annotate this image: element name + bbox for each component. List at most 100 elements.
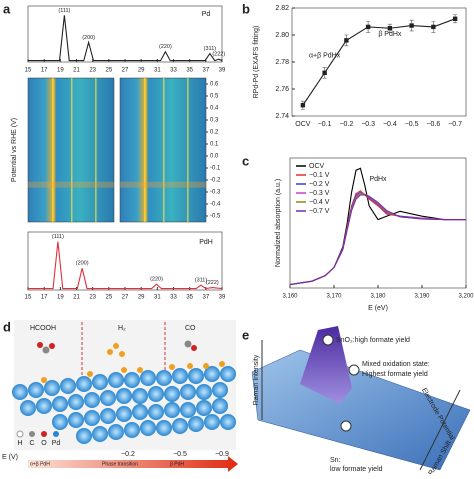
panel-label: d	[3, 319, 11, 334]
x-tick-label: −0.3	[361, 121, 375, 128]
x-tick-label: −0.2	[339, 121, 353, 128]
plot-frame	[27, 231, 223, 291]
raman-peak	[300, 326, 352, 404]
pd-lattice	[12, 366, 236, 444]
annotation: (111)	[58, 8, 70, 14]
potential-label: −0.9	[215, 451, 229, 458]
panel-label: a	[3, 1, 11, 16]
heatmap-stripe	[71, 78, 73, 222]
annotation: low formate yield	[330, 466, 383, 473]
point	[365, 24, 371, 30]
series-line	[302, 18, 456, 106]
x-tick-label: 25	[105, 295, 112, 301]
x-tick-label: −0.7	[448, 121, 462, 128]
annotation: (222)	[206, 280, 219, 286]
legend-label: H	[17, 440, 22, 447]
x-tick-label: 21	[73, 295, 80, 301]
axis-arrow	[419, 389, 461, 471]
potential-label: −0.2	[121, 451, 135, 458]
y-tick-label: -0.5	[210, 214, 221, 220]
atom-legend	[16, 430, 59, 438]
y-tick-label: 2.78	[275, 59, 289, 66]
x-tick-label: 3,200	[458, 294, 474, 300]
y-tick-label: 0.5	[210, 94, 219, 100]
y-axis-label: Potential vs RHE (V)	[11, 118, 18, 182]
x-tick-label: 19	[57, 295, 64, 301]
x-tick-label: 27	[122, 295, 129, 301]
potential-label: −0.5	[173, 451, 187, 458]
annotation: α+β PdHx	[309, 52, 341, 59]
x-tick-label: −0.1	[318, 121, 332, 128]
panel-d: H C O Pd HCOOH H₂ CO E (V) −0.2 −0.5 −0.…	[2, 320, 238, 472]
legend-label: −0.7 V	[309, 208, 330, 215]
chart-title: Pd	[202, 11, 211, 18]
y-axis-label: RPd-Pd (EXAFS fitting)	[253, 26, 260, 99]
y-tick-label: 2.76	[275, 86, 289, 93]
chart-title: PdH	[199, 239, 213, 246]
point	[452, 16, 458, 21]
x-tick-label: 3,170	[326, 294, 342, 300]
annotation: PdHx	[369, 176, 387, 183]
x-tick-label: 15	[25, 295, 32, 301]
panel-e: Raman Intensity SnO₂:high formate yield …	[251, 326, 471, 477]
legend-label: Pd	[52, 440, 61, 447]
y-tick-label: -0.4	[210, 202, 221, 208]
x-tick-label: 23	[89, 295, 96, 301]
y-tick-label: 0.1	[210, 142, 219, 148]
x-tick-label: 17	[41, 295, 48, 301]
annotation: Mixed oxidation state:	[362, 361, 430, 368]
x-tick-label: 29	[138, 68, 145, 74]
legend-label: −0.2 V	[309, 181, 330, 188]
y-tick-label: 0.0	[210, 154, 219, 160]
point	[387, 26, 393, 31]
x-tick-label: 27	[122, 68, 129, 74]
y-tick-label: -0.1	[210, 166, 221, 172]
annotation: (222)	[212, 52, 225, 58]
annotation: Highest formate yield	[362, 371, 428, 378]
marker	[348, 364, 360, 376]
x-tick-label: 3,180	[370, 294, 386, 300]
x-tick-label: 23	[89, 68, 96, 74]
adsorbate	[41, 361, 225, 383]
panel-label: b	[242, 1, 250, 16]
x-tick-label: 21	[73, 68, 80, 74]
heatmap-stripe	[144, 78, 146, 222]
x-tick-label: 35	[186, 68, 193, 74]
x-tick-label: −0.5	[405, 121, 419, 128]
point	[300, 103, 306, 108]
state-label: β PdH	[170, 461, 184, 467]
heatmap-stripe	[187, 78, 189, 222]
x-tick-label: 35	[186, 295, 193, 301]
heatmap-band	[28, 181, 114, 188]
legend-label: O	[41, 440, 47, 447]
legend-label: OCV	[309, 163, 325, 170]
y-tick-label: 2.82	[275, 5, 289, 12]
phase-label: CO	[185, 325, 196, 332]
x-tick-label: OCV	[295, 121, 311, 128]
marker	[322, 334, 334, 346]
annotation: (200)	[82, 35, 95, 41]
point	[409, 23, 414, 28]
y-tick-label: 0.3	[210, 118, 219, 124]
legend-label: −0.1 V	[309, 172, 330, 179]
x-tick-label: 31	[154, 295, 161, 301]
point	[431, 24, 436, 30]
x-tick-label: 33	[170, 68, 177, 74]
x-tick-label: 39	[219, 68, 226, 74]
y-tick-label: 0.4	[210, 106, 219, 112]
x-axis-label: E (eV)	[368, 305, 388, 312]
y-tick-label: 0.2	[210, 130, 219, 136]
annotation: SnO₂:high formate yield	[336, 337, 410, 344]
annotation: Sn:	[330, 457, 341, 464]
state-label: Phase transition	[102, 461, 138, 467]
x-tick-label: −0.6	[426, 121, 440, 128]
x-tick-label: 39	[219, 295, 226, 301]
x-tick-label: 37	[202, 295, 209, 301]
annotation: (220)	[159, 44, 172, 50]
annotation: (311)	[195, 278, 208, 284]
x-tick-label: 29	[138, 295, 145, 301]
heatmap-band	[120, 181, 206, 188]
legend-label: C	[29, 440, 34, 447]
series-line	[289, 194, 466, 286]
